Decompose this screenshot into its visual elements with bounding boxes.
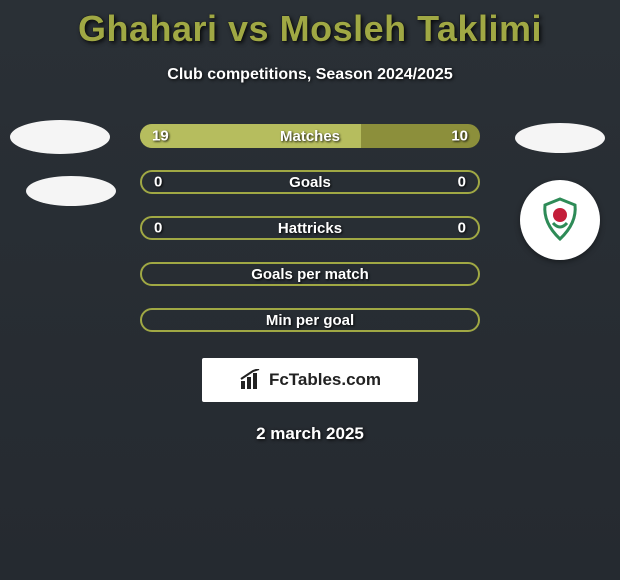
- stat-value-left: 0: [154, 174, 162, 191]
- stat-label: Min per goal: [266, 312, 354, 329]
- stat-label: Goals per match: [251, 266, 369, 283]
- stat-value-left: 0: [154, 220, 162, 237]
- stat-bar: Min per goal: [140, 308, 480, 332]
- subtitle: Club competitions, Season 2024/2025: [0, 66, 620, 84]
- stats-bars: Matches 19 10 Goals 0 0 Hattricks 0 0 Goals per m…: [140, 124, 480, 332]
- stat-value-left: 19: [152, 128, 169, 145]
- stat-label: Hattricks: [278, 220, 342, 237]
- date-text: 2 march 2025: [0, 424, 620, 444]
- player1-photo: [10, 120, 110, 154]
- branding-box: FcTables.com: [202, 358, 418, 402]
- page-title: Ghahari vs Mosleh Taklimi: [0, 0, 620, 50]
- player1-club-logo: [26, 176, 116, 206]
- stat-bar: Goals per match: [140, 262, 480, 286]
- stat-value-right: 0: [458, 220, 466, 237]
- stat-bar: Matches 19 10: [140, 124, 480, 148]
- stat-bar: Goals 0 0: [140, 170, 480, 194]
- player2-club-logo: [520, 180, 600, 260]
- stat-bar: Hattricks 0 0: [140, 216, 480, 240]
- stat-value-right: 0: [458, 174, 466, 191]
- stat-label: Matches: [280, 128, 340, 145]
- stat-label: Goals: [289, 174, 331, 191]
- stat-value-right: 10: [451, 128, 468, 145]
- chart-icon: [239, 369, 265, 391]
- branding-text: FcTables.com: [269, 370, 381, 390]
- player2-photo: [515, 123, 605, 153]
- club-crest-icon: [533, 193, 587, 247]
